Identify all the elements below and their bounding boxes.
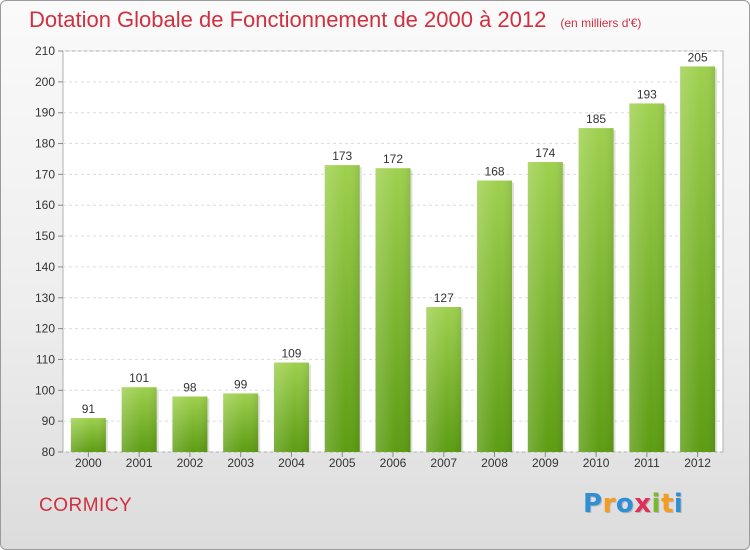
x-tick-label: 2012	[684, 456, 711, 470]
x-tick-label: 2005	[329, 456, 356, 470]
chart-title-text: Dotation Globale de Fonctionnement de 20…	[29, 7, 547, 32]
bar-value-label: 173	[332, 149, 352, 163]
bar-highlight	[223, 393, 259, 452]
logo-letter: i	[651, 489, 661, 519]
bar-highlight	[680, 66, 716, 452]
bar-highlight	[273, 362, 309, 452]
bar-value-label: 101	[129, 371, 149, 385]
x-tick-label: 2011	[634, 456, 660, 470]
bar-highlight	[527, 162, 563, 453]
x-tick-label: 2004	[278, 456, 305, 470]
logo-letter: t	[660, 489, 674, 519]
bar-highlight	[578, 128, 614, 452]
y-tick-label: 150	[35, 229, 55, 243]
x-tick-label: 2007	[430, 456, 457, 470]
bar-highlight	[324, 165, 360, 452]
bar-value-label: 98	[183, 380, 197, 394]
bar-highlight	[629, 103, 665, 452]
y-tick-label: 170	[35, 167, 55, 181]
y-tick-label: 160	[35, 198, 55, 212]
x-tick-label: 2003	[227, 456, 254, 470]
y-axis: 80 90 100 110 120 130 140 150 160 170 180 190 200 210	[35, 44, 63, 459]
bar-highlight	[375, 168, 411, 452]
x-tick-label: 2010	[583, 456, 610, 470]
logo-letter: P	[583, 489, 603, 519]
bar-value-label: 172	[383, 152, 403, 166]
bar-value-label: 174	[535, 146, 555, 160]
logo-letter: o	[615, 489, 635, 519]
y-tick-label: 100	[35, 383, 55, 397]
commune-name: CORMICY	[39, 495, 133, 516]
bar-highlight	[426, 307, 462, 452]
x-axis: 2000 2001 2002 2003 2004 2005 2006 2007 2008 2009…	[75, 452, 711, 470]
y-tick-label: 130	[35, 291, 55, 305]
y-tick-label: 210	[35, 44, 55, 58]
bar-highlight	[172, 396, 208, 452]
proxiti-logo: Proxiti	[583, 489, 683, 519]
x-tick-label: 2002	[177, 456, 204, 470]
bar-value-label: 168	[485, 165, 505, 179]
bar-value-label: 205	[688, 50, 708, 64]
x-tick-label: 2008	[481, 456, 508, 470]
chart-unit-label: (en milliers d'€)	[560, 16, 642, 30]
bar-value-label: 99	[234, 377, 248, 391]
logo-letter: x	[634, 489, 652, 519]
bar-value-label: 127	[434, 291, 454, 305]
bar-highlight	[477, 180, 513, 453]
logo-letter: i	[673, 489, 684, 519]
bar-value-label: 185	[586, 112, 606, 126]
y-tick-label: 190	[35, 106, 55, 120]
y-tick-label: 80	[42, 445, 56, 459]
bar-value-label: 109	[281, 347, 301, 361]
logo-letter: r	[602, 489, 616, 519]
y-tick-label: 110	[36, 352, 55, 366]
bar-value-label: 91	[82, 402, 96, 416]
y-tick-label: 90	[42, 414, 56, 428]
y-tick-label: 120	[35, 322, 55, 336]
x-tick-label: 2000	[75, 456, 102, 470]
bar-highlight	[70, 418, 106, 452]
y-tick-label: 140	[35, 260, 55, 274]
bar-highlight	[121, 387, 157, 452]
bars: 91 101 98 99 109 173 172 127 168 174 185 193 205	[70, 50, 718, 453]
y-tick-label: 180	[35, 137, 55, 151]
bar-value-label: 193	[637, 87, 657, 101]
chart-title: Dotation Globale de Fonctionnement de 20…	[29, 7, 641, 33]
x-tick-label: 2006	[380, 456, 407, 470]
y-tick-label: 200	[35, 75, 55, 89]
x-tick-label: 2001	[126, 456, 153, 470]
x-tick-label: 2009	[532, 456, 559, 470]
